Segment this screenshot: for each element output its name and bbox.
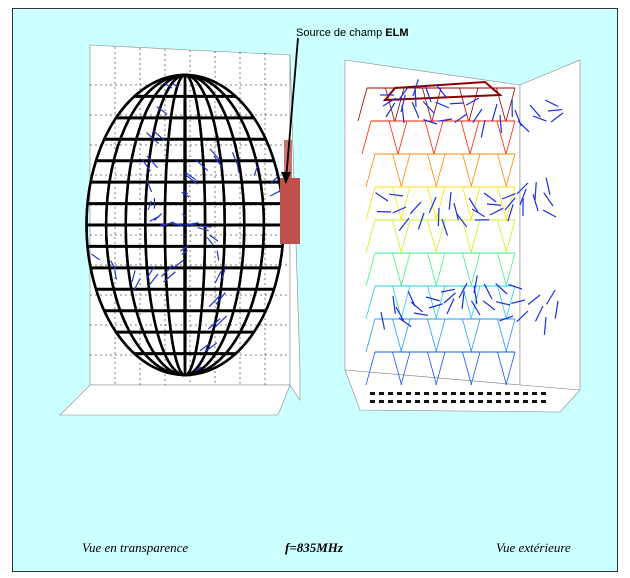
floor-pattern — [478, 392, 483, 395]
floor-pattern — [397, 392, 402, 395]
floor-pattern — [388, 392, 393, 395]
floor-pattern — [415, 400, 420, 403]
annotation-emphasis: ELM — [385, 27, 408, 39]
floor-pattern — [379, 400, 384, 403]
annotation: Source de champ ELM — [296, 27, 409, 39]
floor-pattern — [487, 392, 492, 395]
floor-pattern — [505, 400, 510, 403]
floor-pattern — [415, 392, 420, 395]
floor-pattern — [505, 392, 510, 395]
floor-pattern — [370, 392, 375, 395]
source-block — [280, 178, 300, 244]
field-vector — [415, 89, 416, 107]
floor-pattern — [487, 400, 492, 403]
floor-pattern — [433, 392, 438, 395]
floor-pattern — [397, 400, 402, 403]
floor-pattern — [523, 400, 528, 403]
floor-pattern — [460, 392, 465, 395]
floor-pattern — [496, 392, 501, 395]
floor-pattern — [379, 392, 384, 395]
floor-pattern — [424, 400, 429, 403]
figure: Source de champ ELM Vue en transparence … — [0, 0, 630, 578]
caption-center: f=835MHz — [285, 540, 344, 555]
floor-pattern — [424, 392, 429, 395]
floor-pattern — [469, 400, 474, 403]
floor-pattern — [370, 400, 375, 403]
field-vector — [438, 208, 439, 226]
floor-pattern — [442, 400, 447, 403]
floor-pattern — [532, 400, 537, 403]
floor-pattern — [541, 392, 546, 395]
floor-pattern — [433, 400, 438, 403]
annotation-text: Source de champ — [296, 27, 385, 39]
caption-left: Vue en transparence — [82, 540, 188, 555]
floor-pattern — [442, 392, 447, 395]
right-view — [345, 60, 580, 412]
floor-pattern — [406, 400, 411, 403]
head-mesh — [87, 75, 284, 375]
field-vector — [450, 103, 464, 104]
floor-pattern — [514, 392, 519, 395]
floor-pattern — [406, 392, 411, 395]
floor-pattern — [460, 400, 465, 403]
floor-pattern — [523, 392, 528, 395]
floor-pattern — [541, 400, 546, 403]
page: {"annotation": {"text": "Source de champ… — [0, 0, 630, 578]
floor-pattern — [451, 400, 456, 403]
floor-pattern — [388, 400, 393, 403]
floor — [60, 385, 290, 415]
floor-pattern — [532, 392, 537, 395]
floor-pattern — [469, 392, 474, 395]
floor-pattern — [514, 400, 519, 403]
side-wall — [520, 60, 580, 390]
floor-pattern — [478, 400, 483, 403]
caption-right: Vue extérieure — [496, 540, 571, 555]
floor-pattern — [451, 392, 456, 395]
floor-pattern — [496, 400, 501, 403]
